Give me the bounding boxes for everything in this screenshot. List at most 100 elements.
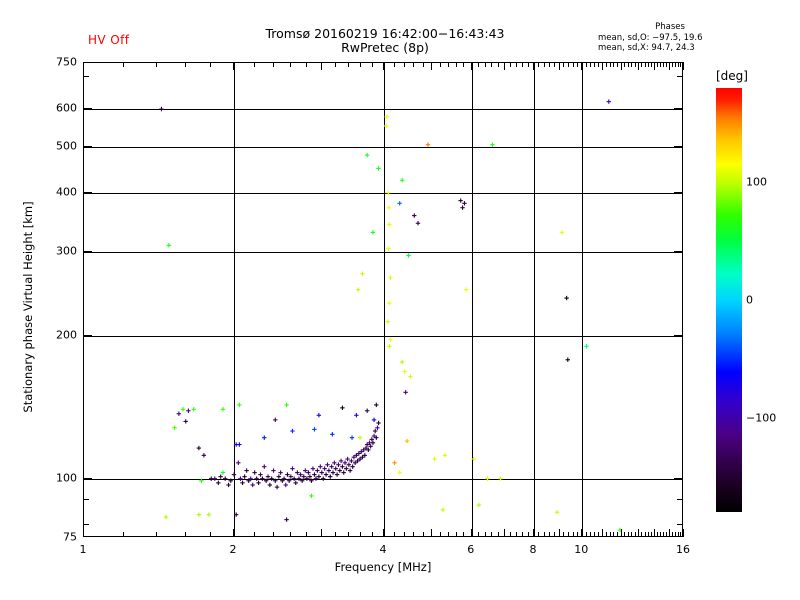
- x-tick-mark: [413, 532, 415, 537]
- x-tick-mark-top: [660, 62, 662, 67]
- x-tick-mark-top: [477, 62, 479, 67]
- x-tick-label: 16: [676, 543, 690, 556]
- y-tick-mark: [83, 108, 92, 109]
- x-tick-mark-top: [634, 62, 636, 67]
- x-tick-mark: [431, 529, 433, 537]
- x-tick-mark: [470, 529, 472, 537]
- y-tick-mark-right: [677, 523, 683, 525]
- phase-stats-o-mode: mean, sd,O: −97.5, 19.6: [598, 32, 703, 43]
- y-tick-label: 300: [56, 244, 77, 258]
- y-tick-label: 400: [56, 185, 77, 199]
- x-tick-mark: [383, 529, 384, 537]
- x-tick-mark: [510, 532, 512, 537]
- x-tick-mark-top: [627, 62, 629, 67]
- x-tick-mark: [638, 529, 640, 537]
- x-tick-mark: [155, 532, 157, 537]
- x-tick-mark: [371, 532, 373, 537]
- x-tick-mark: [184, 532, 186, 537]
- x-tick-mark-top: [593, 62, 595, 67]
- x-tick-mark: [644, 532, 646, 537]
- y-tick-mark-right: [677, 76, 683, 78]
- colorbar: [deg] 100 0 −100: [716, 69, 776, 512]
- y-tick-mark-right: [674, 477, 683, 479]
- y-tick-label: 75: [63, 530, 77, 544]
- x-tick-mark-top: [497, 62, 499, 67]
- gridline-horizontal: [84, 146, 682, 148]
- x-tick-mark: [553, 532, 555, 537]
- x-tick-mark-top: [538, 62, 540, 67]
- x-axis-title: Frequency [MHz]: [334, 560, 432, 574]
- x-tick-mark: [347, 532, 349, 537]
- x-tick-mark-top: [184, 62, 186, 67]
- x-tick-mark-top: [572, 62, 574, 67]
- y-tick-mark-right: [674, 108, 683, 109]
- x-tick-mark-top: [671, 62, 673, 67]
- x-tick-mark: [671, 532, 673, 537]
- x-tick-mark: [657, 532, 659, 537]
- x-tick-mark: [576, 532, 578, 537]
- x-tick-mark-top: [122, 62, 124, 67]
- x-tick-mark: [533, 529, 534, 537]
- x-tick-mark-top: [638, 62, 640, 70]
- colorbar-gradient: [716, 88, 742, 512]
- hv-off-annotation: HV Off: [88, 33, 130, 47]
- y-tick-label: 100: [56, 471, 77, 485]
- x-tick-mark: [677, 532, 679, 537]
- y-tick-mark-right: [674, 191, 683, 193]
- plot-title: Tromsø 20160219 16:42:00−16:43:43 RwPret…: [180, 27, 590, 55]
- x-tick-mark: [624, 532, 626, 537]
- y-axis-tick-labels: 75 100 200 300 400 500 600 750: [33, 56, 77, 544]
- x-tick-mark-top: [563, 62, 565, 67]
- x-tick-mark-top: [210, 62, 212, 67]
- x-tick-mark-top: [289, 62, 291, 67]
- x-tick-mark-top: [543, 62, 545, 67]
- x-tick-mark-top: [305, 62, 307, 67]
- x-tick-mark-top: [439, 62, 441, 67]
- x-tick-mark: [597, 532, 599, 537]
- x-tick-mark-top: [641, 62, 643, 67]
- x-tick-mark: [627, 532, 629, 537]
- colorbar-tick-label: 0: [746, 293, 753, 307]
- x-tick-label: 6: [467, 543, 475, 556]
- x-axis-tick-labels: 1 2 4 6 8 10 16: [79, 543, 691, 559]
- x-tick-mark-top: [605, 62, 607, 67]
- x-tick-mark-top: [383, 62, 384, 70]
- x-tick-mark-top: [674, 62, 676, 67]
- x-tick-mark: [663, 532, 665, 537]
- x-tick-mark: [210, 532, 212, 537]
- x-tick-mark-top: [548, 62, 550, 67]
- y-tick-label: 500: [56, 139, 77, 153]
- x-tick-mark: [605, 532, 607, 537]
- y-tick-mark: [83, 191, 92, 193]
- x-tick-mark-top: [585, 62, 587, 67]
- x-tick-label: 1: [79, 543, 87, 556]
- x-tick-mark-top: [683, 62, 684, 70]
- x-tick-mark-top: [624, 62, 626, 67]
- x-tick-mark: [617, 532, 619, 537]
- x-tick-mark: [393, 532, 395, 537]
- x-tick-mark-top: [609, 62, 611, 67]
- x-tick-mark-top: [567, 62, 569, 67]
- x-tick-mark-top: [613, 62, 615, 67]
- x-tick-mark-top: [403, 62, 405, 67]
- gridline-vertical: [471, 63, 473, 536]
- x-tick-mark: [601, 529, 603, 537]
- phase-stats-block: Phases mean, sd,O: −97.5, 19.6 mean, sd,…: [592, 22, 772, 54]
- y-tick-mark: [83, 145, 92, 147]
- x-tick-mark: [504, 529, 506, 537]
- y-tick-mark: [83, 477, 92, 479]
- y-tick-mark: [83, 251, 92, 252]
- colorbar-unit-label: [deg]: [716, 69, 748, 83]
- x-tick-label: 10: [574, 543, 589, 556]
- gridline-vertical: [234, 63, 235, 536]
- x-tick-mark: [631, 532, 633, 537]
- x-tick-mark: [360, 532, 362, 537]
- x-tick-mark-top: [455, 62, 457, 67]
- y-tick-mark-right: [674, 145, 683, 147]
- x-tick-mark-top: [447, 62, 449, 67]
- x-tick-mark-top: [422, 62, 424, 67]
- x-tick-mark: [334, 532, 336, 537]
- x-tick-mark: [680, 532, 682, 537]
- x-tick-mark: [527, 532, 529, 537]
